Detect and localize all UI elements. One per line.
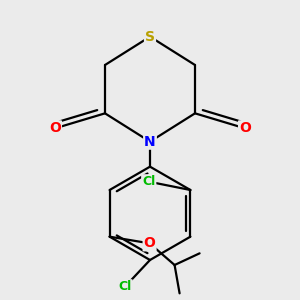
Text: N: N <box>144 135 156 149</box>
Text: Cl: Cl <box>118 280 132 293</box>
Text: Cl: Cl <box>142 175 155 188</box>
Text: O: O <box>144 236 155 250</box>
Text: O: O <box>239 121 251 135</box>
Text: S: S <box>145 30 155 44</box>
Text: O: O <box>49 121 61 135</box>
